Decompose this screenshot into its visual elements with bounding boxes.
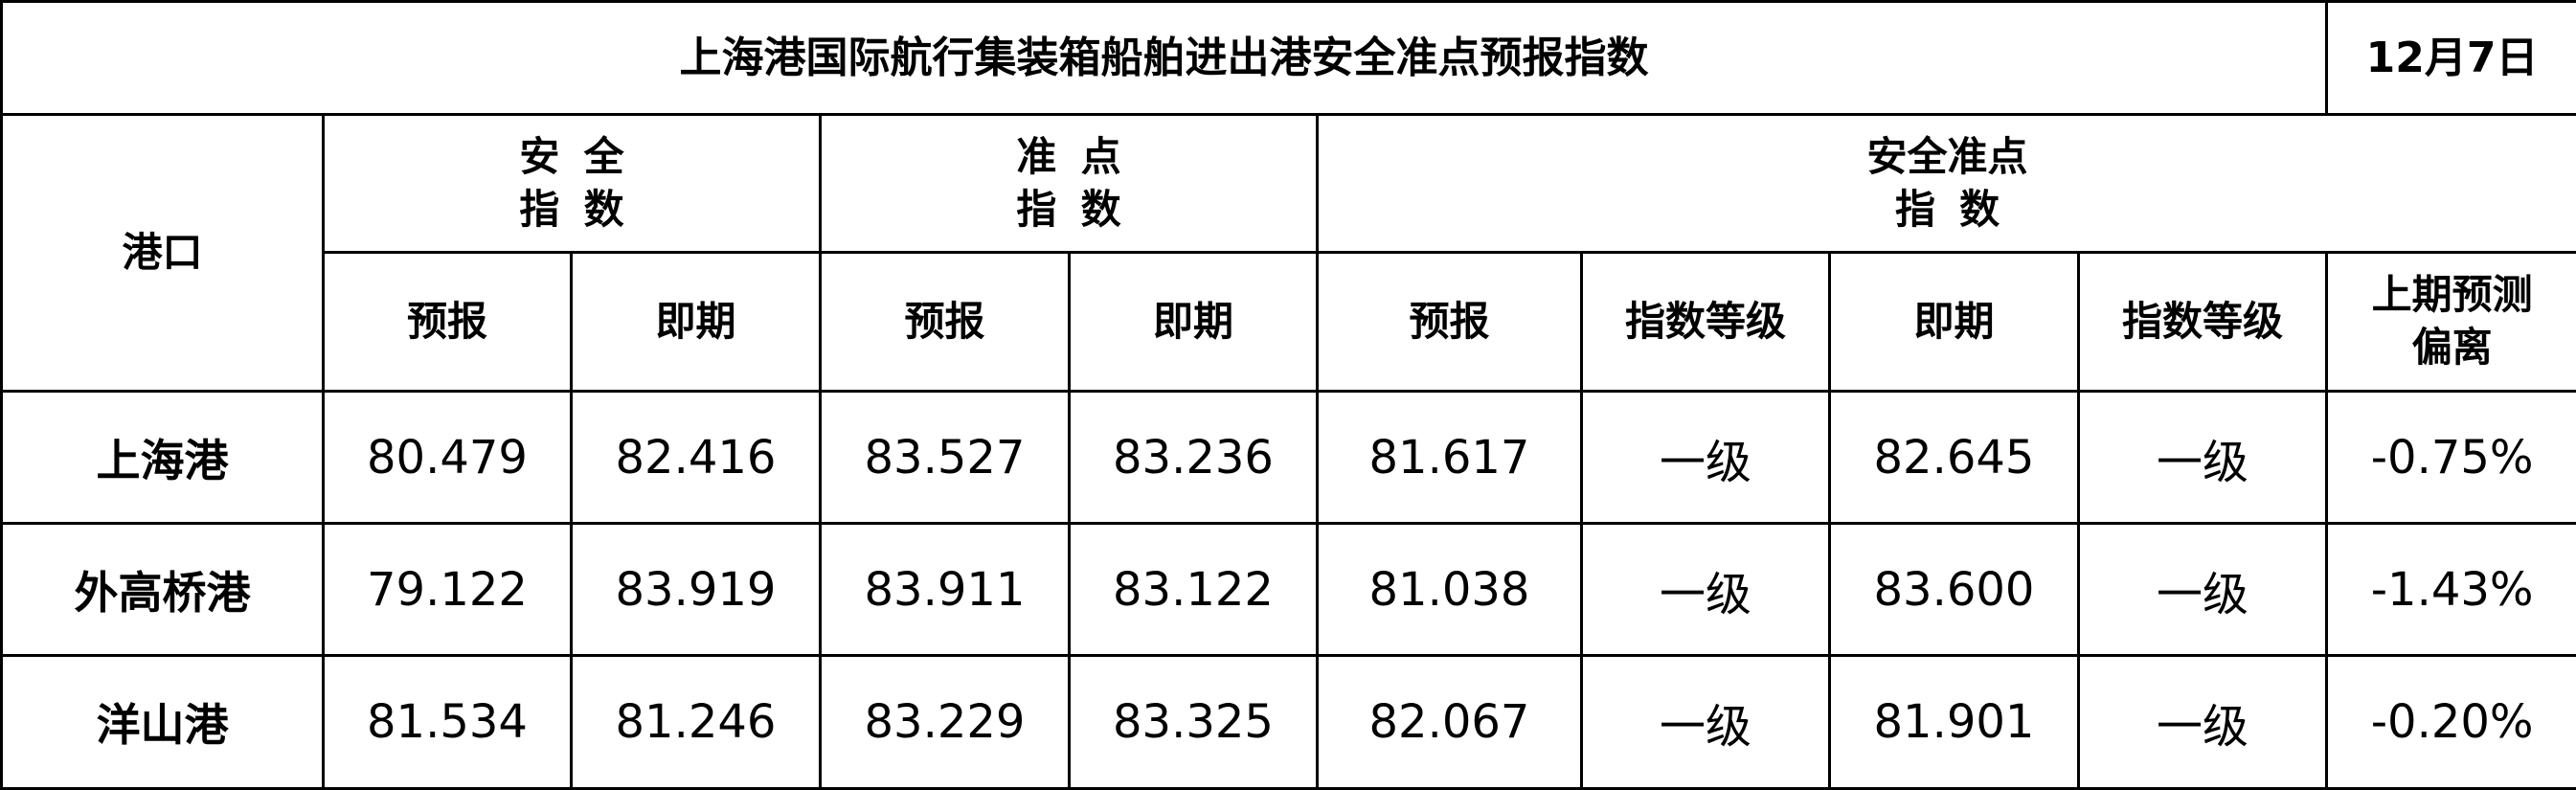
cell: 82.645	[1830, 392, 2079, 524]
cell: 79.122	[324, 524, 572, 656]
cell: 81.246	[572, 656, 821, 789]
cell: 83.600	[1830, 524, 2079, 656]
cell: 83.325	[1070, 656, 1318, 789]
table-title: 上海港国际航行集装箱船舶进出港安全准点预报指数	[2, 2, 2327, 115]
cell: 一级	[1582, 656, 1830, 789]
cell: 一级	[2079, 524, 2327, 656]
cell: 81.534	[324, 656, 572, 789]
subheader: 预报	[324, 253, 572, 392]
cell: 一级	[1582, 392, 1830, 524]
table-row: 外高桥港 79.122 83.919 83.911 83.122 81.038 …	[2, 524, 2576, 656]
cell: -0.75%	[2327, 392, 2576, 524]
subheader: 指数等级	[1582, 253, 1830, 392]
cell: 83.229	[821, 656, 1070, 789]
cell: 一级	[2079, 656, 2327, 789]
subheader: 即期	[572, 253, 821, 392]
subheader: 即期	[1070, 253, 1318, 392]
port-name: 洋山港	[2, 656, 324, 789]
header-punctual-index: 准点指数	[821, 115, 1318, 253]
header-port: 港口	[2, 115, 324, 392]
cell: 83.919	[572, 524, 821, 656]
table-row: 洋山港 81.534 81.246 83.229 83.325 82.067 一…	[2, 656, 2576, 789]
header-safety-index: 安全指数	[324, 115, 821, 253]
port-name: 上海港	[2, 392, 324, 524]
cell: 80.479	[324, 392, 572, 524]
table-row: 上海港 80.479 82.416 83.527 83.236 81.617 一…	[2, 392, 2576, 524]
cell: -1.43%	[2327, 524, 2576, 656]
cell: 83.527	[821, 392, 1070, 524]
cell: 一级	[1582, 524, 1830, 656]
cell: 82.416	[572, 392, 821, 524]
subheader-deviation: 上期预测偏离	[2327, 253, 2576, 392]
cell: -0.20%	[2327, 656, 2576, 789]
subheader: 预报	[821, 253, 1070, 392]
cell: 81.038	[1318, 524, 1582, 656]
cell: 82.067	[1318, 656, 1582, 789]
cell: 83.236	[1070, 392, 1318, 524]
subheader: 指数等级	[2079, 253, 2327, 392]
header-combined-index: 安全准点指数	[1318, 115, 2576, 253]
cell: 一级	[2079, 392, 2327, 524]
cell: 81.617	[1318, 392, 1582, 524]
date-label: 12月7日	[2327, 2, 2576, 115]
cell: 81.901	[1830, 656, 2079, 789]
cell: 83.122	[1070, 524, 1318, 656]
cell: 83.911	[821, 524, 1070, 656]
port-name: 外高桥港	[2, 524, 324, 656]
subheader: 预报	[1318, 253, 1582, 392]
subheader: 即期	[1830, 253, 2079, 392]
